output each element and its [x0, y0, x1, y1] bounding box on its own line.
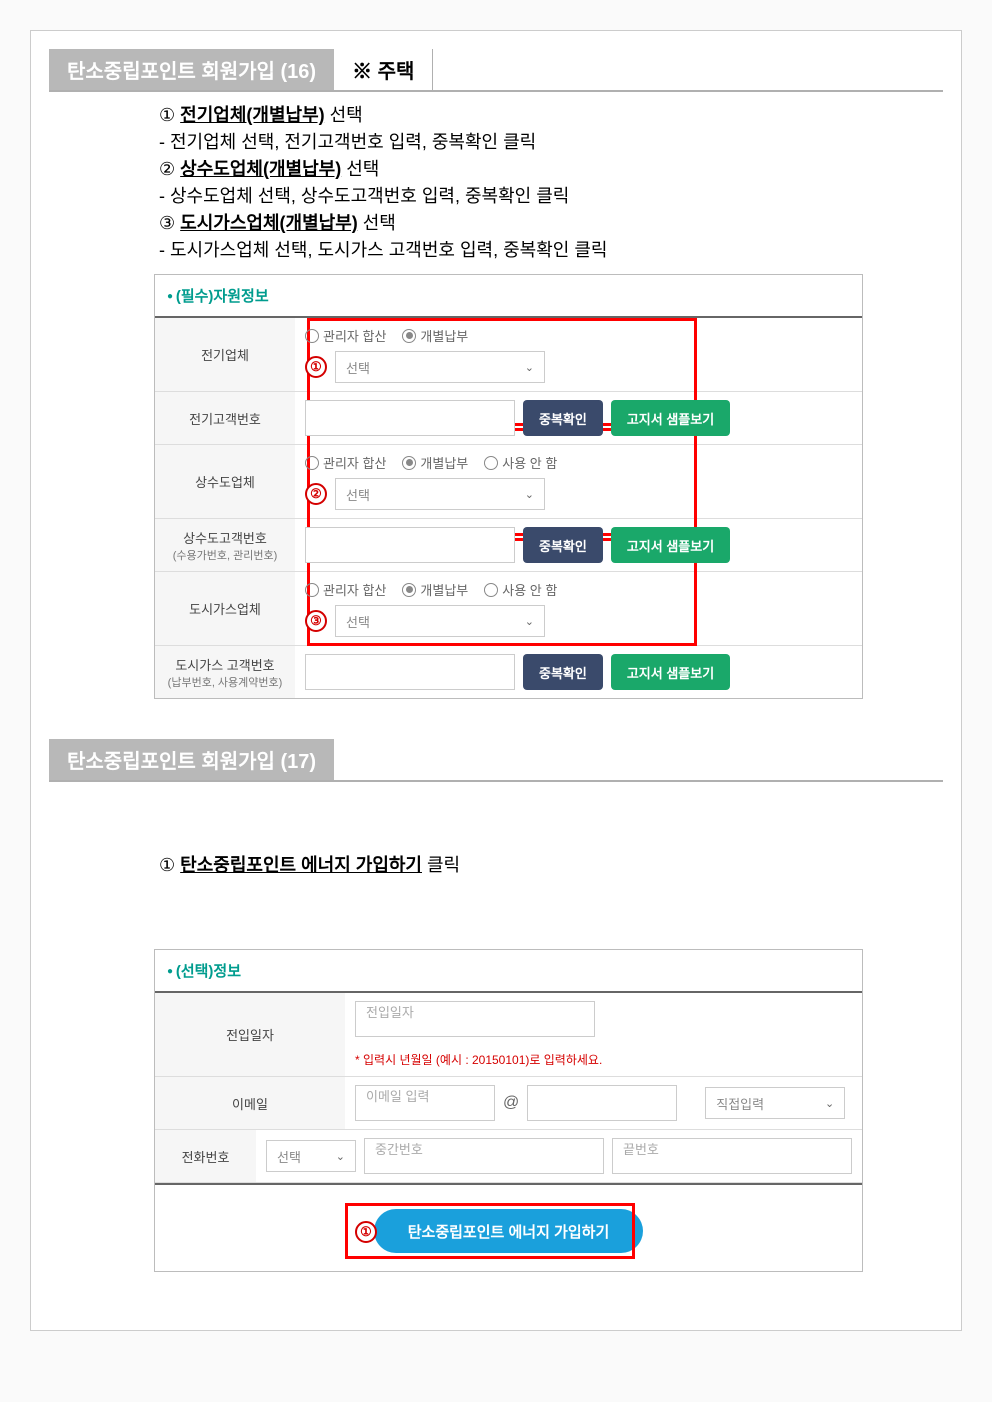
section16-title: 탄소중립포인트 회원가입 (16) — [49, 49, 334, 90]
label-email: 이메일 — [155, 1077, 345, 1129]
instr-line: - 상수도업체 선택, 상수도고객번호 입력, 중복확인 클릭 — [159, 183, 933, 210]
row-electric-provider: 전기업체 관리자 합산 개별납부 ① 선택⌄ — [155, 318, 862, 392]
row-email: 이메일 이메일 입력 @ 직접입력⌄ — [155, 1077, 862, 1130]
callout-1: ① — [305, 356, 327, 378]
at-symbol: @ — [503, 1094, 519, 1112]
radio-manager-sum[interactable]: 관리자 합산 — [305, 326, 386, 345]
instr-line: - 도시가스업체 선택, 도시가스 고객번호 입력, 중복확인 클릭 — [159, 237, 933, 264]
water-provider-select[interactable]: 선택⌄ — [335, 478, 545, 510]
optional-info-form: (선택)정보 전입일자 전입일자 * 입력시 년월일 (예시 : 2015010… — [154, 949, 863, 1272]
form-title: (필수)자원정보 — [155, 275, 862, 318]
sample-bill-button[interactable]: 고지서 샘플보기 — [611, 654, 730, 690]
radio-manager-sum[interactable]: 관리자 합산 — [305, 580, 386, 599]
instr-line: ③ 도시가스업체(개별납부) 선택 — [159, 210, 933, 237]
label-phone: 전화번호 — [155, 1130, 256, 1182]
row-electric-customer-no: 전기고객번호 중복확인 고지서 샘플보기 — [155, 392, 862, 445]
instr-line: - 전기업체 선택, 전기고객번호 입력, 중복확인 클릭 — [159, 129, 933, 156]
label-electric-customer-no: 전기고객번호 — [155, 392, 295, 444]
email-domain-input[interactable] — [527, 1085, 677, 1121]
phone-prefix-select[interactable]: 선택⌄ — [266, 1140, 356, 1172]
chevron-down-icon: ⌄ — [525, 615, 534, 628]
section17-instructions: ① 탄소중립포인트 에너지 가입하기 클릭 — [49, 842, 943, 889]
callout-2: ② — [305, 483, 327, 505]
section16-subtitle: ※ 주택 — [334, 49, 433, 90]
form-body: 전기업체 관리자 합산 개별납부 ① 선택⌄ 전기고객번호 — [155, 318, 862, 698]
section16-header: 탄소중립포인트 회원가입 (16) ※ 주택 — [49, 49, 943, 92]
radio-individual[interactable]: 개별납부 — [402, 580, 468, 599]
label-gas-provider: 도시가스업체 — [155, 572, 295, 645]
row-water-customer-no: 상수도고객번호 (수용가번호, 관리번호) 중복확인 고지서 샘플보기 — [155, 519, 862, 572]
ctrl-movein-date: 전입일자 * 입력시 년월일 (예시 : 20150101)로 입력하세요. — [345, 993, 862, 1076]
radio-not-used[interactable]: 사용 안 함 — [484, 580, 557, 599]
dup-check-button[interactable]: 중복확인 — [523, 654, 603, 690]
electric-customer-no-input[interactable] — [305, 400, 515, 436]
row-water-provider: 상수도업체 관리자 합산 개별납부 사용 안 함 ② 선택⌄ — [155, 445, 862, 519]
label-gas-customer-no: 도시가스 고객번호 (납부번호, 사용계약번호) — [155, 646, 295, 698]
email-domain-select[interactable]: 직접입력⌄ — [705, 1087, 845, 1119]
instr-line: ① 전기업체(개별납부) 선택 — [159, 102, 933, 129]
sample-bill-button[interactable]: 고지서 샘플보기 — [611, 527, 730, 563]
phone-mid-input[interactable]: 중간번호 — [364, 1138, 604, 1174]
email-local-input[interactable]: 이메일 입력 — [355, 1085, 495, 1121]
ctrl-email: 이메일 입력 @ 직접입력⌄ — [345, 1077, 862, 1129]
sample-bill-button[interactable]: 고지서 샘플보기 — [611, 400, 730, 436]
row-gas-customer-no: 도시가스 고객번호 (납부번호, 사용계약번호) 중복확인 고지서 샘플보기 — [155, 646, 862, 698]
join-button[interactable]: 탄소중립포인트 에너지 가입하기 — [374, 1209, 644, 1253]
section17-title: 탄소중립포인트 회원가입 (17) — [49, 739, 334, 780]
label-water-provider: 상수도업체 — [155, 445, 295, 518]
water-customer-no-input[interactable] — [305, 527, 515, 563]
chevron-down-icon: ⌄ — [336, 1150, 345, 1163]
movein-date-input[interactable]: 전입일자 — [355, 1001, 595, 1037]
ctrl-phone: 선택⌄ 중간번호 끝번호 — [256, 1130, 862, 1182]
instr-line: ② 상수도업체(개별납부) 선택 — [159, 156, 933, 183]
label-movein-date: 전입일자 — [155, 993, 345, 1076]
ctrl-water-provider: 관리자 합산 개별납부 사용 안 함 ② 선택⌄ — [295, 445, 862, 518]
label-water-customer-no: 상수도고객번호 (수용가번호, 관리번호) — [155, 519, 295, 571]
form-title: (선택)정보 — [155, 950, 862, 993]
chevron-down-icon: ⌄ — [525, 488, 534, 501]
ctrl-electric-customer-no: 중복확인 고지서 샘플보기 — [295, 392, 862, 444]
radio-individual[interactable]: 개별납부 — [402, 453, 468, 472]
gas-customer-no-input[interactable] — [305, 654, 515, 690]
phone-end-input[interactable]: 끝번호 — [612, 1138, 852, 1174]
chevron-down-icon: ⌄ — [825, 1097, 834, 1110]
row-gas-provider: 도시가스업체 관리자 합산 개별납부 사용 안 함 ③ 선택⌄ — [155, 572, 862, 646]
chevron-down-icon: ⌄ — [525, 361, 534, 374]
electric-radio-group: 관리자 합산 개별납부 — [305, 326, 468, 345]
ctrl-gas-provider: 관리자 합산 개별납부 사용 안 함 ③ 선택⌄ — [295, 572, 862, 645]
page: 탄소중립포인트 회원가입 (16) ※ 주택 ① 전기업체(개별납부) 선택 -… — [30, 30, 962, 1331]
cta-row: ① 탄소중립포인트 에너지 가입하기 — [155, 1183, 862, 1271]
required-resource-form: (필수)자원정보 전기업체 관리자 합산 개별납부 ① 선택⌄ — [154, 274, 863, 699]
row-movein-date: 전입일자 전입일자 * 입력시 년월일 (예시 : 20150101)로 입력하… — [155, 993, 862, 1077]
movein-date-helper: * 입력시 년월일 (예시 : 20150101)로 입력하세요. — [355, 1051, 602, 1068]
radio-individual[interactable]: 개별납부 — [402, 326, 468, 345]
ctrl-gas-customer-no: 중복확인 고지서 샘플보기 — [295, 646, 862, 698]
label-electric-provider: 전기업체 — [155, 318, 295, 391]
dup-check-button[interactable]: 중복확인 — [523, 400, 603, 436]
dup-check-button[interactable]: 중복확인 — [523, 527, 603, 563]
section17-header: 탄소중립포인트 회원가입 (17) — [49, 739, 943, 782]
water-radio-group: 관리자 합산 개별납부 사용 안 함 — [305, 453, 557, 472]
gas-provider-select[interactable]: 선택⌄ — [335, 605, 545, 637]
ctrl-electric-provider: 관리자 합산 개별납부 ① 선택⌄ — [295, 318, 862, 391]
radio-manager-sum[interactable]: 관리자 합산 — [305, 453, 386, 472]
ctrl-water-customer-no: 중복확인 고지서 샘플보기 — [295, 519, 862, 571]
callout-3: ③ — [305, 610, 327, 632]
electric-provider-select[interactable]: 선택⌄ — [335, 351, 545, 383]
instr-line: ① 탄소중립포인트 에너지 가입하기 클릭 — [159, 852, 933, 879]
radio-not-used[interactable]: 사용 안 함 — [484, 453, 557, 472]
callout-cta: ① — [355, 1221, 377, 1243]
row-phone: 전화번호 선택⌄ 중간번호 끝번호 — [155, 1130, 862, 1183]
section16-instructions: ① 전기업체(개별납부) 선택 - 전기업체 선택, 전기고객번호 입력, 중복… — [49, 92, 943, 274]
gas-radio-group: 관리자 합산 개별납부 사용 안 함 — [305, 580, 557, 599]
